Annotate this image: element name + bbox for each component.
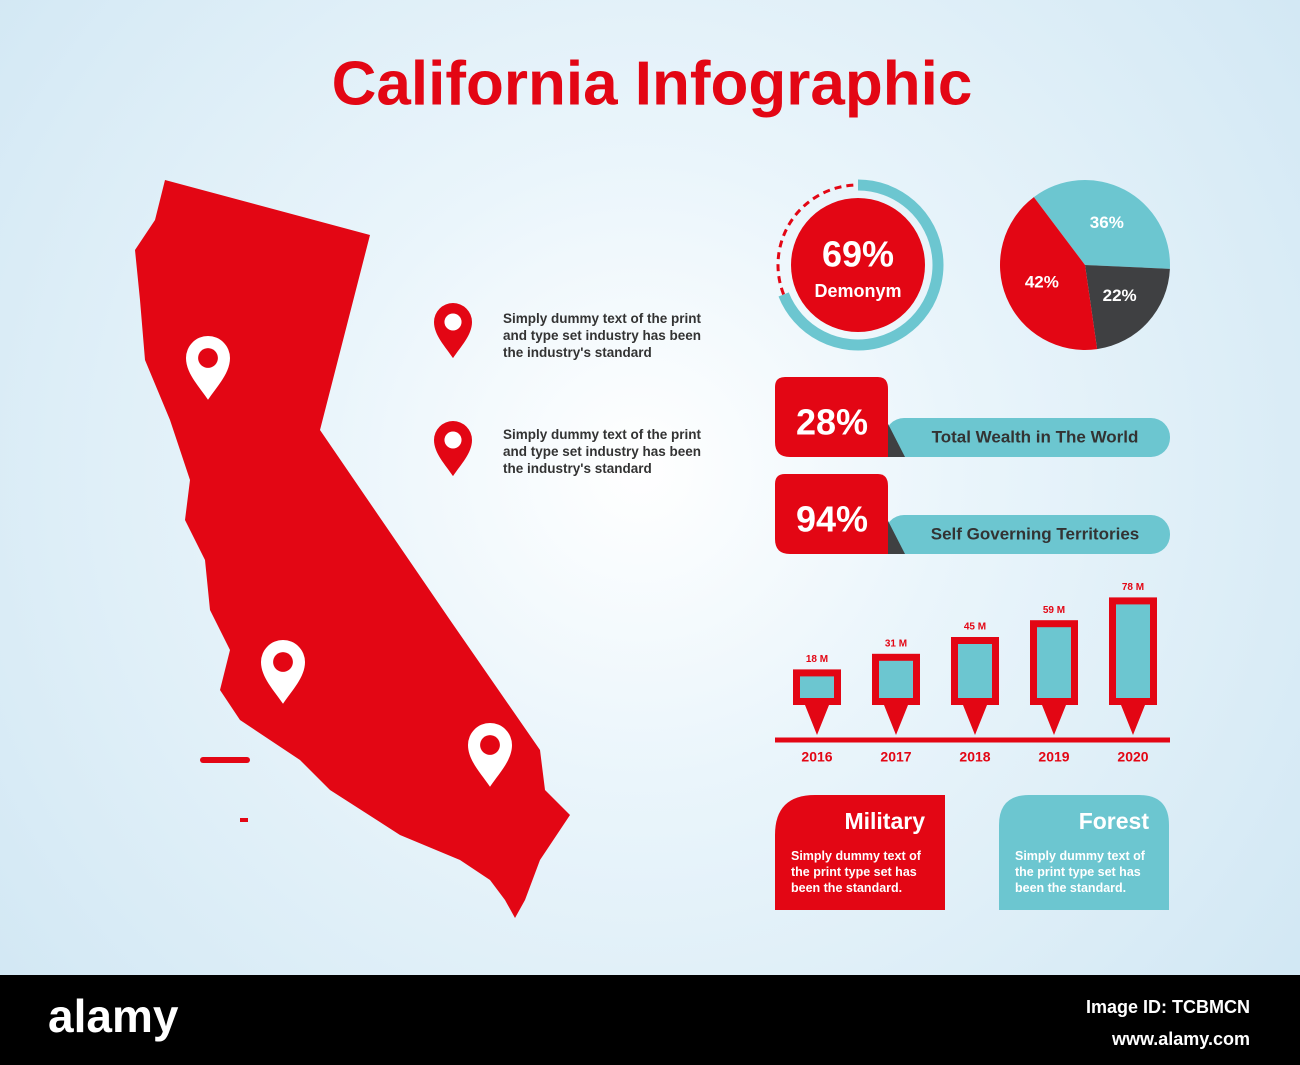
pie-label: 36% bbox=[1090, 213, 1124, 232]
x-tick-label: 2018 bbox=[959, 749, 990, 765]
bar-pointer bbox=[1042, 705, 1066, 735]
pin-hole bbox=[480, 735, 500, 755]
stat-shadow bbox=[885, 515, 905, 554]
pie-slice bbox=[1085, 265, 1170, 350]
stat-text: Total Wealth in The World bbox=[932, 427, 1139, 446]
title: California Infographic bbox=[332, 49, 973, 118]
bar-pointer bbox=[1121, 705, 1145, 735]
stat-text: Self Governing Territories bbox=[931, 524, 1139, 543]
island bbox=[200, 757, 250, 763]
bar bbox=[800, 676, 834, 698]
gauge-arc bbox=[778, 179, 944, 351]
x-tick-label: 2020 bbox=[1117, 749, 1148, 765]
pie-slice bbox=[1033, 180, 1170, 269]
pin-hole bbox=[273, 652, 293, 672]
bar-pointer bbox=[805, 705, 829, 735]
pie-label: 22% bbox=[1103, 286, 1137, 305]
stat-bar bbox=[885, 418, 1170, 457]
gauge-label: 69% bbox=[822, 234, 894, 275]
bar bbox=[958, 644, 992, 698]
island bbox=[240, 818, 248, 822]
gauge-rest bbox=[776, 183, 859, 296]
pin-hole bbox=[444, 313, 462, 331]
url: www.alamy.com bbox=[1111, 1029, 1250, 1049]
stat-shadow bbox=[885, 418, 905, 457]
x-tick-label: 2017 bbox=[880, 749, 911, 765]
brand: alamy bbox=[48, 990, 179, 1042]
pie-slice bbox=[999, 197, 1098, 350]
card-title: Forest bbox=[1079, 808, 1150, 834]
card bbox=[999, 795, 1169, 910]
pin-hole bbox=[198, 348, 218, 368]
gauge-core bbox=[791, 198, 925, 332]
bar-value-label: 78 M bbox=[1122, 582, 1144, 593]
image-id: Image ID: TCBMCN bbox=[1086, 997, 1250, 1017]
pin-note: Simply dummy text of the print and type … bbox=[503, 427, 702, 476]
pin-hole bbox=[444, 431, 462, 449]
bar-value-label: 59 M bbox=[1043, 605, 1065, 616]
pin bbox=[468, 723, 512, 787]
pin-note: Simply dummy text of the print and type … bbox=[503, 311, 702, 360]
stat-tab bbox=[775, 474, 888, 554]
stat-value: 94% bbox=[796, 499, 868, 540]
stat-value: 28% bbox=[796, 402, 868, 443]
stat-bar bbox=[885, 515, 1170, 554]
x-tick-label: 2019 bbox=[1038, 749, 1069, 765]
bar bbox=[1037, 627, 1071, 698]
bar-pointer bbox=[884, 705, 908, 735]
card-text: Simply dummy text of the print type set … bbox=[1015, 849, 1145, 895]
x-tick-label: 2016 bbox=[801, 749, 832, 765]
card-title: Military bbox=[844, 808, 925, 834]
bar bbox=[1116, 604, 1150, 698]
footer-band bbox=[0, 975, 1300, 1065]
gauge-caption: Demonym bbox=[814, 281, 901, 301]
card-text: Simply dummy text of the print type set … bbox=[791, 849, 921, 895]
pin bbox=[261, 640, 305, 704]
bar-value-label: 45 M bbox=[964, 622, 986, 633]
bar bbox=[879, 660, 913, 698]
bar-value-label: 18 M bbox=[806, 654, 828, 665]
bar-pointer bbox=[963, 705, 987, 735]
bar-value-label: 31 M bbox=[885, 638, 907, 649]
california-map bbox=[135, 180, 570, 918]
stat-tab bbox=[775, 377, 888, 457]
card bbox=[775, 795, 945, 910]
pie-label: 42% bbox=[1025, 272, 1059, 291]
